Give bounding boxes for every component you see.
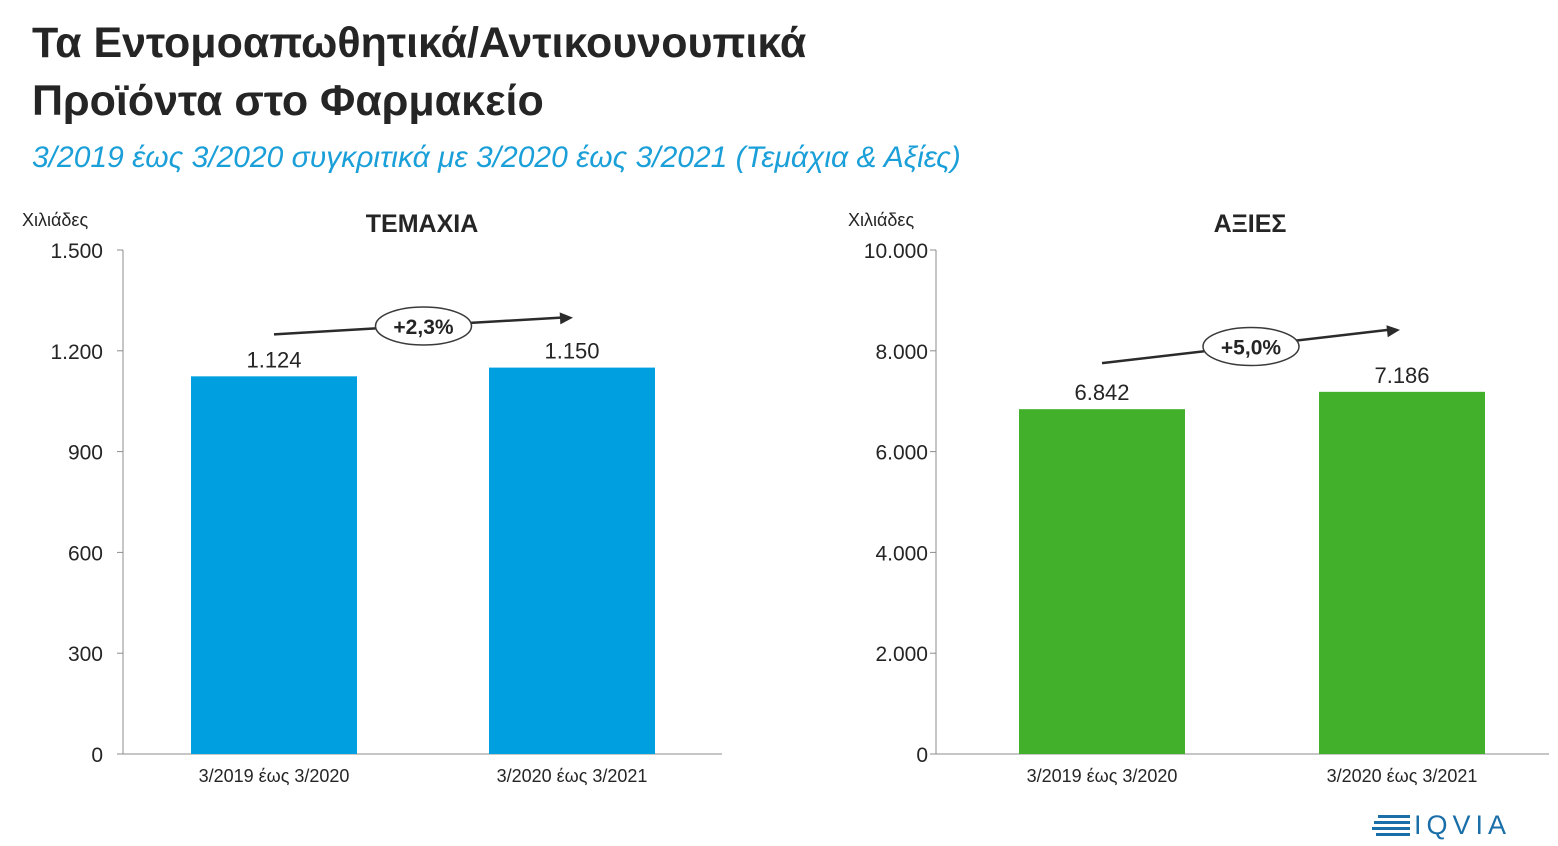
- chart-1-bar-value-label: 1.124: [246, 347, 301, 372]
- chart-1-y-tick-label: 600: [68, 542, 103, 565]
- chart-2-bar-value-label: 6.842: [1074, 380, 1129, 405]
- page-subtitle: 3/2019 έως 3/2020 συγκριτικά με 3/2020 έ…: [32, 141, 961, 174]
- chart-1-ylabel: Χιλιάδες: [22, 210, 88, 230]
- chart-2-x-tick-label: 3/2019 έως 3/2020: [1027, 766, 1178, 786]
- page-title: Τα Εντομοαπωθητικά/Αντικουνουπικά Προϊόν…: [32, 14, 806, 130]
- chart-1-y-tick-label: 0: [91, 744, 103, 767]
- chart-2-bar-value-label: 7.186: [1374, 363, 1429, 388]
- chart-2-y-tick-label: 6.000: [875, 442, 928, 465]
- title-line-2: Προϊόντα στο Φαρμακείο: [32, 77, 544, 125]
- chart-2-bar: [1319, 391, 1485, 754]
- chart-2-y-tick-label: 2.000: [875, 643, 928, 666]
- chart-1-growth-arrow-head-icon: [559, 312, 573, 325]
- chart-2-y-tick-label: 0: [916, 744, 928, 767]
- chart-2-growth-label: +5,0%: [1221, 336, 1281, 359]
- chart-1-y-tick-label: 900: [68, 442, 103, 465]
- chart-1-bar-value-label: 1.150: [544, 339, 599, 364]
- iqvia-logo-text: IQVIA: [1414, 809, 1512, 840]
- chart-2-growth-badge: [1202, 326, 1300, 367]
- chart-2-y-tick-label: 8.000: [875, 341, 928, 364]
- chart-2-y-tick-label: 4.000: [875, 542, 928, 565]
- chart-2-title: ΑΞΙΕΣ: [1214, 210, 1287, 238]
- chart-1-y-tick-label: 1.500: [50, 240, 103, 263]
- chart-1-x-tick-label: 3/2019 έως 3/2020: [199, 766, 350, 786]
- chart-1-growth-label: +2,3%: [393, 316, 453, 339]
- title-line-1: Τα Εντομοαπωθητικά/Αντικουνουπικά: [32, 19, 807, 67]
- chart-2-ylabel: Χιλιάδες: [848, 210, 914, 230]
- chart-1-growth-badge: [374, 306, 473, 346]
- chart-1-bar: [191, 376, 357, 754]
- chart-1-y-tick-label: 1.200: [50, 341, 103, 364]
- chart-2-x-tick-label: 3/2020 έως 3/2021: [1327, 766, 1478, 786]
- chart-1-y-tick-label: 300: [68, 643, 103, 666]
- chart-1-bar: [489, 367, 655, 754]
- iqvia-logo: IQVIA: [1372, 808, 1532, 842]
- chart-2-bar: [1019, 409, 1185, 754]
- chart-2-growth-arrow-head-icon: [1386, 325, 1400, 338]
- chart-1-title: ΤΕΜΑΧΙΑ: [366, 210, 479, 238]
- iqvia-logo-mark-icon: [1372, 815, 1410, 836]
- chart-1-x-tick-label: 3/2020 έως 3/2021: [497, 766, 648, 786]
- chart-2-y-tick-label: 10.000: [864, 240, 928, 263]
